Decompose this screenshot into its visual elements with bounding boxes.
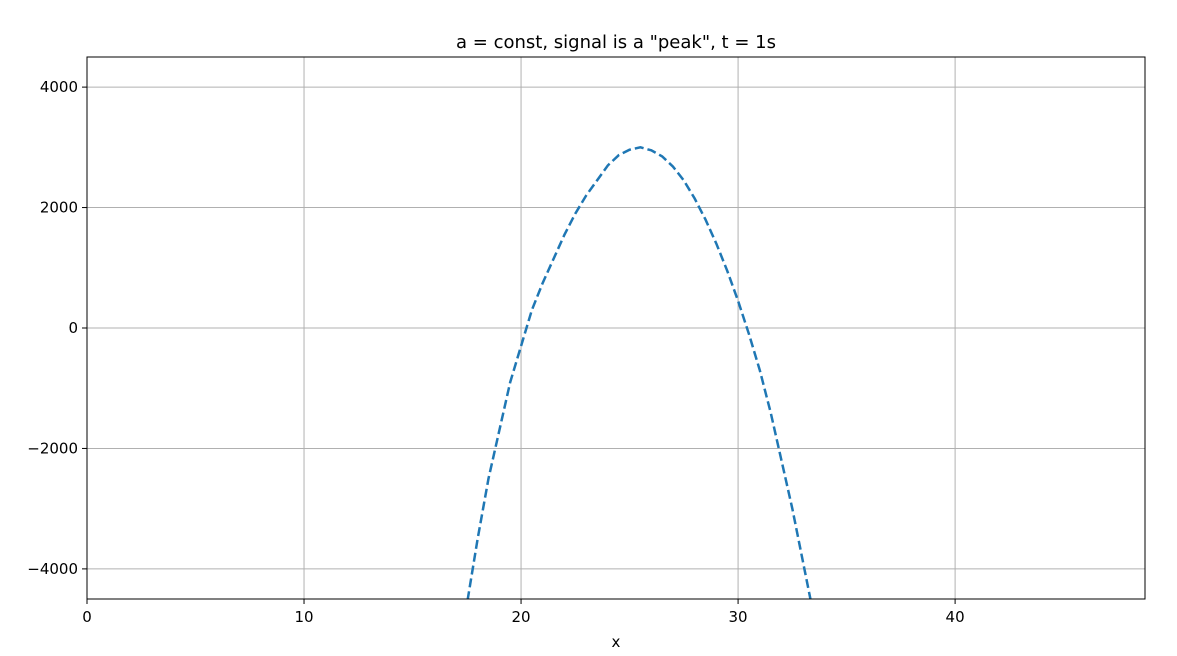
- x-tick-label: 10: [294, 608, 313, 626]
- x-tick-label: 40: [946, 608, 965, 626]
- grid: [86, 57, 1145, 599]
- x-tick-label: 30: [729, 608, 748, 626]
- y-tick-label: 0: [68, 319, 78, 337]
- axis-ticks: 0 10 20 30 40 −4000 −2000 0 2000 4000: [27, 78, 964, 626]
- y-tick-label: −4000: [27, 560, 78, 578]
- x-tick-label: 20: [512, 608, 531, 626]
- y-tick-label: −2000: [27, 439, 78, 457]
- series-line-0: [466, 146, 812, 599]
- plot-area: [466, 146, 812, 599]
- x-tick-label: 0: [82, 608, 92, 626]
- chart-title: a = const, signal is a "peak", t = 1s: [456, 32, 776, 53]
- y-tick-label: 4000: [40, 78, 78, 96]
- y-tick-label: 2000: [40, 199, 78, 217]
- x-axis-label: x: [612, 633, 621, 651]
